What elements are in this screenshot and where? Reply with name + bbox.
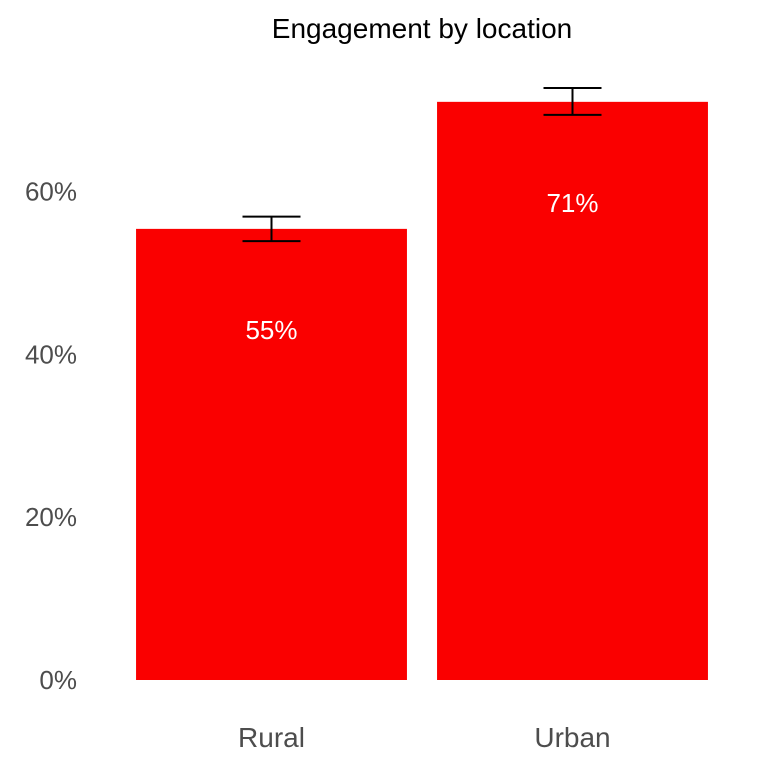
chart-title: Engagement by location	[272, 13, 572, 44]
error-bars-layer	[242, 87, 602, 243]
x-axis: Rural Urban	[238, 722, 611, 753]
x-tick-label: Urban	[534, 722, 610, 753]
bar-value-label: 55%	[245, 315, 297, 345]
bar-urban	[437, 101, 708, 680]
error-bar-rural	[242, 215, 301, 243]
bars-layer	[136, 101, 708, 681]
bar-rural	[136, 228, 407, 681]
bar-labels-layer: 55% 71%	[245, 188, 598, 345]
bar-value-label: 71%	[546, 188, 598, 218]
y-tick-label: 0%	[39, 665, 77, 695]
y-tick-label: 20%	[25, 502, 77, 532]
y-tick-label: 60%	[25, 176, 77, 206]
error-bar-urban	[543, 87, 602, 116]
y-tick-label: 40%	[25, 339, 77, 369]
x-tick-label: Rural	[238, 722, 305, 753]
y-axis: 0% 20% 40% 60%	[25, 176, 77, 695]
